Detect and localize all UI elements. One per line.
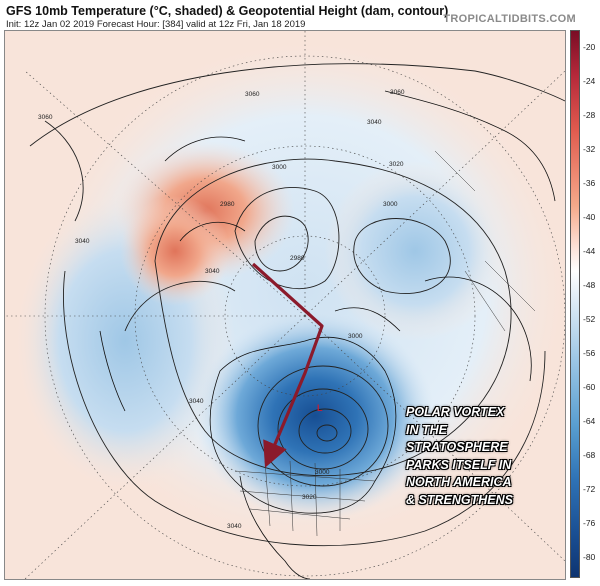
contour-label: 3000 — [383, 201, 398, 208]
colorbar-tick: -32 — [583, 144, 596, 154]
temperature-colorbar: -20 -24 -28 -32 -36 -40 -44 -48 -52 -56 … — [570, 30, 600, 578]
annotation-line: NORTH AMERICA — [406, 475, 512, 489]
contour-label: 3060 — [390, 89, 405, 96]
annotation-line: PARKS ITSELF IN — [406, 457, 512, 472]
annotation-line: POLAR VORTEX — [406, 405, 505, 419]
colorbar-tick: -56 — [583, 348, 596, 358]
contour-label: 2980 — [290, 255, 305, 262]
polar-vortex-annotation: POLAR VORTEX IN THE STRATOSPHERE PARKS I… — [406, 404, 513, 509]
annotation-line: STRATOSPHERE — [406, 440, 508, 454]
coastlines — [99, 90, 556, 579]
colorbar-tick: -48 — [583, 280, 596, 290]
vortex-center-marker: L — [317, 403, 323, 413]
contour-label: 3000 — [348, 333, 363, 340]
map-title: GFS 10mb Temperature (°C, shaded) & Geop… — [6, 4, 449, 18]
height-contours — [29, 63, 565, 547]
colorbar-gradient — [570, 30, 580, 578]
colorbar-tick: -44 — [583, 246, 596, 256]
contour-label: 3040 — [367, 119, 382, 126]
contour-label: 3060 — [245, 91, 260, 98]
graticule — [5, 31, 565, 579]
annotation-line: IN THE — [406, 422, 447, 437]
eurasia-cold-shading — [325, 161, 505, 341]
warm-anomaly-shading — [120, 196, 230, 306]
colorbar-tick: -60 — [583, 382, 596, 392]
vortex-path-arrow — [251, 262, 324, 468]
contour-label: 3040 — [205, 268, 220, 275]
contour-label: 2980 — [220, 201, 235, 208]
contour-label: 3040 — [189, 398, 204, 405]
colorbar-tick: -80 — [583, 552, 596, 562]
forecast-map: 3060 3060 3040 3000 3020 2980 3000 2980 … — [4, 30, 566, 580]
colorbar-tick: -52 — [583, 314, 596, 324]
colorbar-tick: -76 — [583, 518, 596, 528]
colorbar-tick: -28 — [583, 110, 596, 120]
map-subtitle: Init: 12z Jan 02 2019 Forecast Hour: [38… — [6, 19, 306, 30]
colorbar-tick: -36 — [583, 178, 596, 188]
contour-labels: 3060 3060 3040 3000 3020 2980 3000 2980 … — [38, 89, 405, 530]
annotation-line: & STRENGTHENS — [406, 492, 513, 507]
contour-label: 3020 — [389, 161, 404, 168]
contour-label: 3000 — [315, 469, 330, 476]
colorbar-tick: -24 — [583, 76, 596, 86]
contour-label: 3060 — [38, 114, 53, 121]
contour-label: 3040 — [227, 523, 242, 530]
contour-label: 3040 — [75, 238, 90, 245]
polar-vortex-shading — [195, 311, 435, 521]
colorbar-tick: -72 — [583, 484, 596, 494]
contour-label: 3000 — [272, 164, 287, 171]
borders — [234, 150, 536, 537]
colorbar-tick: -40 — [583, 212, 596, 222]
colorbar-tick: -64 — [583, 416, 596, 426]
site-brand: TROPICALTIDBITS.COM — [443, 13, 576, 25]
contour-label: 3020 — [302, 494, 317, 501]
colorbar-tick: -20 — [583, 42, 596, 52]
map-canvas: 3060 3060 3040 3000 3020 2980 3000 2980 … — [5, 31, 565, 579]
colorbar-tick: -68 — [583, 450, 596, 460]
